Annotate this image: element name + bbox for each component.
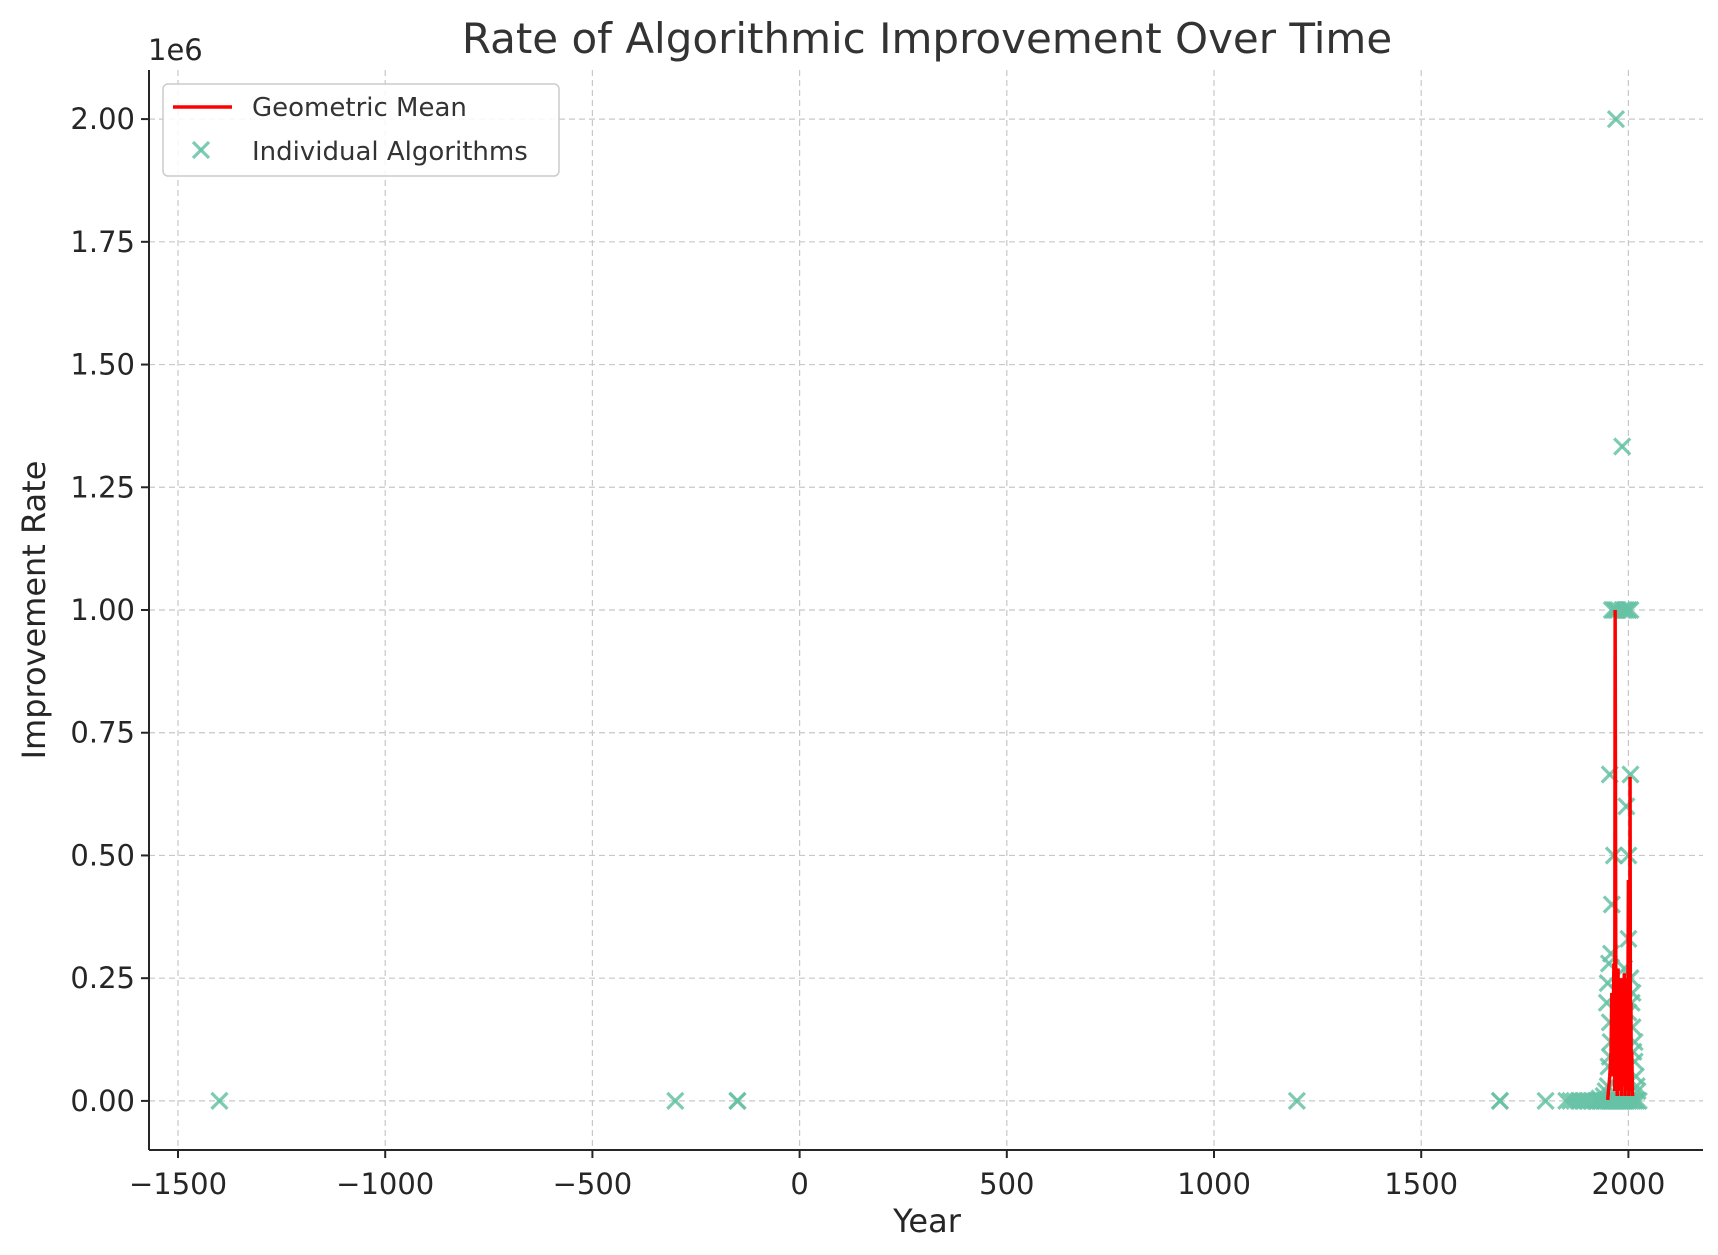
scatter-point-stroke <box>210 1091 229 1111</box>
y-tick-label: 1.00 <box>70 593 135 627</box>
scatter-point-stroke <box>1490 1091 1510 1111</box>
x-tick-label: −1000 <box>336 1167 434 1201</box>
y-tick-label: 1.25 <box>70 470 135 504</box>
scatter-point-stroke <box>1621 765 1640 784</box>
y-tick-label: 1.75 <box>70 225 135 259</box>
scatter-point <box>728 1091 747 1111</box>
scatter-point <box>1596 1081 1615 1101</box>
y-tick-label: 0.75 <box>70 716 135 750</box>
x-tick-label: 2000 <box>1592 1167 1666 1201</box>
x-tick-label: 1000 <box>1177 1167 1251 1201</box>
y-axis-offset-label: 1e6 <box>148 33 203 67</box>
axes-layer: −1500 −1000 −500 0 500 1000 1500 2000 0.00 0.25 0.… <box>70 70 1703 1201</box>
scatter-point <box>1602 895 1621 914</box>
scatter-point <box>1621 600 1640 620</box>
scatter-point-stroke <box>666 1091 685 1111</box>
scatter-point-stroke <box>1287 1091 1307 1111</box>
legend-label-individual-algorithms: Individual Algorithms <box>252 137 528 167</box>
scatter-point <box>666 1091 685 1111</box>
scatter-point <box>1621 765 1640 784</box>
scatter-point-stroke <box>1606 109 1626 129</box>
x-tick-label: 1500 <box>1384 1167 1458 1201</box>
scatter-point <box>1490 1091 1510 1111</box>
x-axis-label: Year <box>892 1202 962 1240</box>
scatter-point <box>1287 1091 1307 1111</box>
y-tick-label: 0.50 <box>70 838 135 872</box>
scatter-point <box>1617 797 1636 816</box>
y-tick-label: 2.00 <box>70 102 135 136</box>
scatter-point <box>1606 109 1626 129</box>
data-layer <box>210 109 1648 1111</box>
scatter-point-stroke <box>728 1091 747 1111</box>
y-tick-label: 0.00 <box>70 1084 135 1118</box>
y-axis-label: Improvement Rate <box>15 461 53 760</box>
scatter-point-stroke <box>1613 437 1632 456</box>
chart-title: Rate of Algorithmic Improvement Over Tim… <box>462 14 1392 63</box>
legend-label-geometric-mean: Geometric Mean <box>252 93 467 123</box>
scatter-point-stroke <box>1621 600 1640 620</box>
scatter-point-stroke <box>1536 1091 1555 1111</box>
x-tick-label: −500 <box>553 1167 633 1201</box>
x-tick-label: −1500 <box>129 1167 227 1201</box>
x-tick-label: 500 <box>979 1167 1034 1201</box>
legend-marker-stroke <box>191 140 211 160</box>
legend-box <box>162 83 560 177</box>
legend-marker-swatch <box>191 140 211 160</box>
scatter-point <box>1536 1091 1555 1111</box>
scatter-point-stroke <box>1628 1081 1647 1101</box>
scatter-point-stroke <box>1596 1081 1615 1101</box>
series-line-geometric-mean <box>1605 609 1635 1101</box>
x-tick-label: 0 <box>790 1167 808 1201</box>
scatter-point <box>1613 437 1632 456</box>
y-tick-label: 0.25 <box>70 961 135 995</box>
y-tick-label: 1.50 <box>70 348 135 382</box>
grid-layer <box>149 70 1703 1150</box>
scatter-point <box>210 1091 229 1111</box>
legend-marker-x <box>191 140 211 160</box>
legend: Geometric Mean Individual Algorithms <box>162 83 560 177</box>
